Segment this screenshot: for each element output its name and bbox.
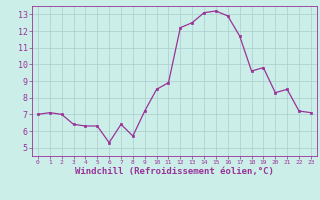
- X-axis label: Windchill (Refroidissement éolien,°C): Windchill (Refroidissement éolien,°C): [75, 167, 274, 176]
